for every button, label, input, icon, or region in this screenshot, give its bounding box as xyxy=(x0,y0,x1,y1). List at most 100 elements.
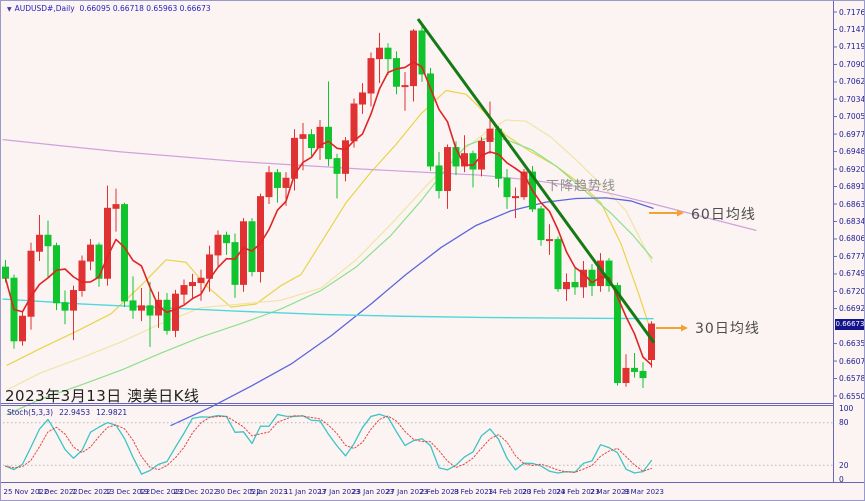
bear-candle xyxy=(427,73,434,167)
stoch-axis-label: 100 xyxy=(839,404,854,413)
bear-candle xyxy=(248,221,256,272)
bear-candle xyxy=(554,239,562,290)
bear-candle xyxy=(53,245,60,304)
stoch-panel-surface[interactable] xyxy=(3,406,833,482)
stoch-indicator-readout: Stoch(5,3,3) 22.9453 12.9821 xyxy=(7,408,131,417)
candles-group xyxy=(2,23,655,389)
bear-candle xyxy=(384,47,392,60)
price-axis-label: 0.69485 xyxy=(839,147,865,157)
stoch-d-line xyxy=(5,415,652,473)
right-axis-border xyxy=(833,1,834,483)
bear-candle xyxy=(61,302,69,311)
bull-candle xyxy=(622,367,630,384)
date-axis-label: 23 Jan 2023 xyxy=(352,488,394,496)
bull-candle xyxy=(520,171,528,198)
bull-candle xyxy=(376,47,383,60)
bull-candle xyxy=(70,289,77,311)
bull-candle xyxy=(214,234,222,256)
bear-candle xyxy=(129,300,137,311)
stoch-axis-label: 0 xyxy=(839,475,844,484)
price-axis-label: 0.65785 xyxy=(839,374,865,384)
date-axis-label: 23 Dec 2022 xyxy=(173,488,219,496)
bear-candle xyxy=(639,370,647,379)
price-axis-label: 0.70055 xyxy=(839,112,865,122)
ma10-line xyxy=(6,89,653,366)
bull-candle xyxy=(563,282,570,290)
date-axis-label: 2 Feb 2023 xyxy=(420,488,460,496)
bull-candle xyxy=(257,196,264,272)
bull-candle xyxy=(138,305,145,311)
current-price-tag: 0.66673 xyxy=(835,318,865,330)
date-axis-label: 20 Feb 2023 xyxy=(522,488,566,496)
bull-candle xyxy=(291,137,298,179)
ma60-line xyxy=(170,197,654,427)
date-axis-label: 2 Mar 2023 xyxy=(590,488,630,496)
date-axis-label: 7 Dec 2022 xyxy=(71,488,112,496)
bull-candle xyxy=(580,269,587,288)
date-axis-label: 27 Jan 2023 xyxy=(386,488,428,496)
ma60-label: 60日均线 xyxy=(691,207,756,223)
symbol-ohlc-readout: ▼ AUDUSD#,Daily 0.66095 0.66718 0.65963 0… xyxy=(7,4,211,13)
ma30-arrow xyxy=(656,324,688,332)
bear-candle xyxy=(44,234,52,247)
main-chart-surface[interactable] xyxy=(3,3,833,403)
bull-candle xyxy=(486,128,494,142)
stoch-name: Stoch(5,3,3) xyxy=(7,408,54,417)
bull-candle xyxy=(367,58,375,94)
bull-candle xyxy=(444,147,451,192)
date-axis-label: 14 Feb 2023 xyxy=(488,488,532,496)
bull-candle xyxy=(316,126,324,149)
downtrend-line-label: 下降趋势线 xyxy=(546,179,617,194)
symbol-dropdown-icon[interactable]: ▼ xyxy=(7,6,12,13)
price-axis-label: 0.70905 xyxy=(839,59,865,69)
bull-candle xyxy=(189,282,196,287)
date-axis-label: 25 Nov 2022 xyxy=(3,488,49,496)
date-axis-label: 11 Jan 2023 xyxy=(284,488,326,496)
bull-candle xyxy=(19,315,26,342)
ma60-arrow xyxy=(649,209,684,217)
bear-candle xyxy=(605,260,613,287)
bull-candle xyxy=(87,244,94,262)
stoch-d-value: 12.9821 xyxy=(96,408,128,417)
bear-candle xyxy=(333,158,341,174)
bull-candle xyxy=(104,207,111,279)
bear-candle xyxy=(146,305,154,316)
bear-candle xyxy=(571,282,579,288)
bull-candle xyxy=(265,172,273,198)
price-axis-label: 0.67775 xyxy=(839,251,865,261)
bull-candle xyxy=(36,234,43,252)
bull-candle xyxy=(359,92,366,105)
bear-candle xyxy=(588,269,596,287)
date-axis-label: 19 Dec 2022 xyxy=(139,488,185,496)
bull-candle xyxy=(401,85,409,88)
bull-candle xyxy=(112,204,120,209)
date-axis-label: 24 Feb 2023 xyxy=(556,488,600,496)
bull-candle xyxy=(197,277,205,284)
ma30-label: 30日均线 xyxy=(695,321,760,337)
stoch-axis-separator xyxy=(1,482,864,483)
bear-candle xyxy=(418,30,426,75)
main-stoch-separator-top xyxy=(1,403,834,404)
ma30-line xyxy=(6,137,653,416)
bull-candle xyxy=(78,260,86,291)
bull-candle xyxy=(299,134,307,139)
bear-candle xyxy=(435,165,443,192)
date-axis-label: 17 Jan 2023 xyxy=(318,488,360,496)
bull-candle xyxy=(512,196,519,199)
bear-candle xyxy=(631,367,638,372)
date-axis-label: 5 Jan 2023 xyxy=(250,488,288,496)
bear-candle xyxy=(308,134,315,149)
bear-candle xyxy=(537,208,545,241)
chart-caption: 2023年3月13日 澳美日K线 xyxy=(5,387,200,405)
bull-candle xyxy=(410,30,417,87)
stoch-axis-label: 20 xyxy=(839,460,849,470)
bear-candle xyxy=(231,242,239,285)
